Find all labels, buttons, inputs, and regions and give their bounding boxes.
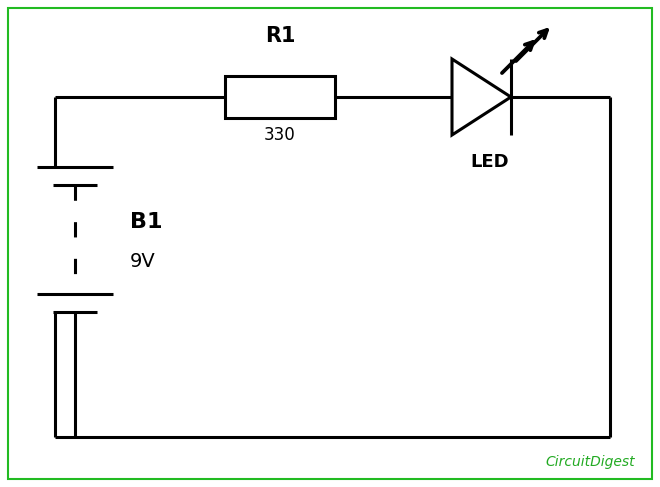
Bar [225, 76, 335, 118]
Text: R1: R1 [265, 26, 295, 46]
Text: CircuitDigest: CircuitDigest [545, 455, 635, 469]
Text: 9V: 9V [130, 252, 156, 271]
Polygon shape [452, 59, 511, 135]
Text: B1: B1 [130, 211, 162, 231]
Text: 330: 330 [264, 126, 296, 144]
Text: LED: LED [471, 153, 510, 171]
